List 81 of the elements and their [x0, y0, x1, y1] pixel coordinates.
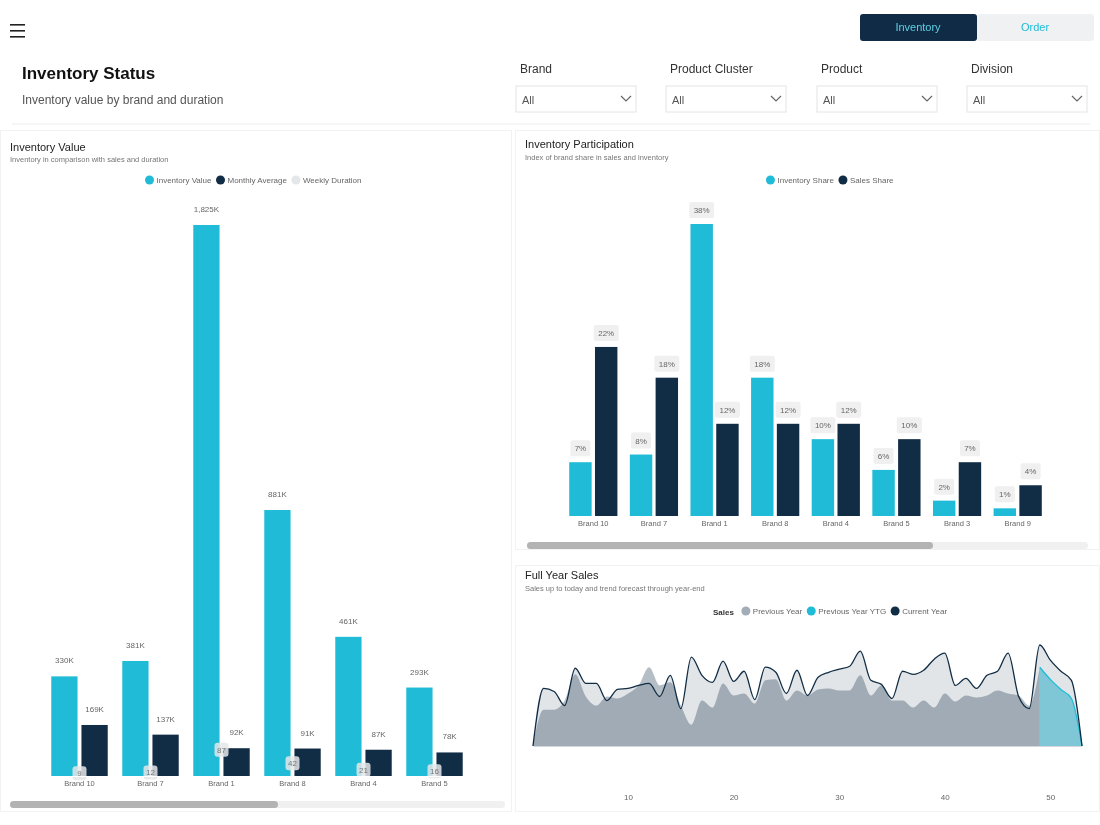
text: All — [522, 94, 535, 106]
bar — [690, 224, 713, 516]
data-label: 137K — [156, 714, 176, 724]
text: Product — [821, 62, 864, 76]
bar — [51, 676, 78, 776]
legend-label: Previous Year YTG — [818, 607, 887, 616]
bar — [569, 462, 592, 516]
data-label: 92K — [229, 728, 245, 738]
data-label: 293K — [410, 667, 430, 677]
data-label: 12% — [719, 405, 736, 415]
bar — [1019, 485, 1042, 516]
data-label: 18% — [658, 359, 675, 369]
data-label: 22% — [598, 328, 615, 338]
data-label: 21 — [359, 765, 369, 775]
data-label: 4% — [1024, 467, 1037, 477]
bar — [629, 454, 653, 516]
bar — [751, 377, 774, 516]
bar — [776, 423, 800, 516]
text: Inventory value by brand and duration — [22, 93, 224, 107]
data-label: 12% — [840, 405, 857, 415]
data-label: 7% — [574, 444, 587, 454]
chart-title: Full Year Sales — [525, 569, 599, 581]
text: Inventory Status — [22, 64, 156, 83]
data-label: 9 — [77, 769, 83, 779]
text: Order — [1020, 21, 1050, 33]
data-label: 8% — [635, 436, 647, 446]
bar — [811, 439, 835, 516]
x-tick-label: 20 — [729, 793, 740, 802]
legend-title: Sales — [712, 608, 735, 617]
bar — [837, 423, 860, 516]
data-label: 330K — [55, 656, 75, 666]
chart-title: Inventory Value — [10, 141, 86, 153]
bar — [655, 377, 679, 516]
text: All — [973, 94, 986, 106]
bar — [81, 724, 108, 776]
legend-label: Inventory Value — [156, 176, 213, 185]
data-label: 169K — [85, 704, 105, 714]
bar — [958, 462, 982, 516]
data-label: 16 — [430, 767, 440, 777]
data-label: 78K — [442, 732, 458, 742]
data-label: 42 — [288, 759, 298, 769]
data-label: 1,825K — [193, 205, 220, 214]
text: Division — [971, 62, 1014, 76]
data-label: 6% — [877, 451, 890, 461]
data-label: 91K — [300, 728, 316, 738]
x-tick-label: 40 — [940, 793, 951, 802]
legend-label: Sales Share — [849, 176, 895, 185]
data-label: 2% — [938, 482, 950, 492]
bar — [594, 346, 618, 516]
text: All — [823, 94, 836, 106]
data-label: 1% — [999, 490, 1011, 500]
text: Brand — [520, 62, 553, 76]
data-label: 18% — [754, 359, 771, 369]
data-label: 10% — [901, 421, 918, 431]
data-label: 12 — [146, 768, 156, 778]
text: All — [672, 94, 685, 106]
data-label: 7% — [964, 444, 976, 454]
data-label: 381K — [126, 640, 146, 650]
x-tick-label: 10 — [624, 793, 634, 802]
bar — [716, 423, 739, 516]
chart-title: Inventory Participation — [525, 138, 634, 150]
legend-label: Current Year — [902, 607, 948, 616]
text: Inventory — [895, 21, 942, 33]
text: Product Cluster — [670, 62, 753, 76]
data-label: 12% — [780, 405, 797, 415]
legend-label: Inventory Share — [777, 176, 835, 185]
data-label: 10% — [814, 421, 831, 431]
x-tick-label: 30 — [835, 793, 845, 802]
x-tick-label: 50 — [1046, 793, 1056, 802]
data-label: 461K — [339, 616, 359, 626]
bar — [993, 508, 1017, 516]
legend-label: Previous Year — [752, 607, 803, 616]
bar — [872, 469, 895, 516]
data-label: 87K — [371, 729, 387, 739]
legend-label: Monthly Average — [227, 176, 288, 185]
data-label: 87 — [217, 745, 227, 755]
legend-label: Weekly Duration — [302, 176, 362, 185]
data-label: 38% — [693, 206, 710, 215]
bar — [898, 439, 921, 516]
bar — [932, 500, 956, 516]
data-label: 881K — [268, 490, 288, 500]
